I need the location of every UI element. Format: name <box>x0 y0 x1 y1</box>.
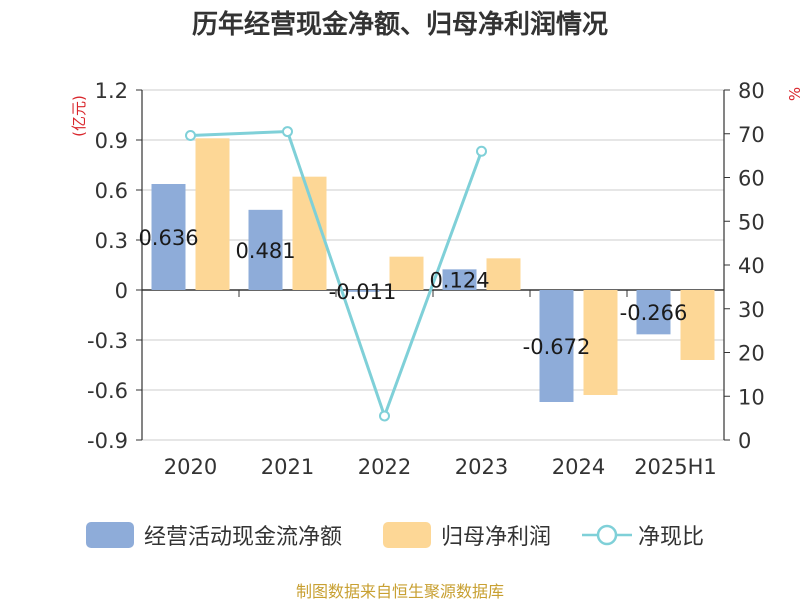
x-axis-label: 2022 <box>358 455 411 479</box>
x-axis-label: 2021 <box>261 455 314 479</box>
right-axis-tick-label: 20 <box>738 342 765 366</box>
right-axis-tick-label: 60 <box>738 167 765 191</box>
bar-layer <box>151 138 715 402</box>
right-axis-tick-label: 0 <box>738 429 751 453</box>
right-axis-unit: % <box>786 87 800 101</box>
line-cash-ratio <box>190 130 483 421</box>
right-axis-tick-label: 80 <box>738 79 765 103</box>
bar-cashflow <box>539 290 574 402</box>
legend-label-net-profit: 归母净利润 <box>441 525 552 550</box>
left-axis-tick-label: 0.9 <box>95 129 128 153</box>
bar-net-profit <box>389 256 424 290</box>
left-axis-tick-label: 0.6 <box>95 179 128 203</box>
right-axis-tick-label: 10 <box>738 385 765 409</box>
left-axis-tick-label: -0.3 <box>87 329 128 353</box>
source-note: 制图数据来自恒生聚源数据库 <box>295 582 504 601</box>
x-axis-label: 2020 <box>164 455 217 479</box>
data-label-cashflow: 0.124 <box>429 269 489 293</box>
legend-line-marker-icon <box>582 524 632 546</box>
data-label-cashflow: 0.636 <box>138 226 198 250</box>
x-axis-label: 2023 <box>455 455 508 479</box>
bar-cashflow <box>151 184 186 290</box>
right-axis-tick-label: 30 <box>738 298 765 322</box>
point-cash-ratio <box>185 130 196 141</box>
left-axis-tick-label: -0.6 <box>87 379 128 403</box>
bar-cashflow <box>442 269 477 290</box>
chart-title: 历年经营现金净额、归母净利润情况 <box>191 10 608 40</box>
point-cash-ratio <box>379 410 390 422</box>
line-layer <box>185 126 487 422</box>
point-cash-ratio <box>476 145 487 157</box>
right-axis-tick-label: 70 <box>738 123 765 147</box>
legend-item-cash-ratio[interactable]: 净现比 <box>582 518 704 552</box>
legend-swatch-cashflow <box>86 522 134 548</box>
data-label-cashflow: -0.011 <box>329 280 397 304</box>
right-axis-tick-label: 50 <box>738 210 765 234</box>
axis-layer: 1.2 0.9 0.6 0.3 0 -0.3 -0.6 -0.9 80 70 60 50 40 30 20 1… <box>70 79 800 479</box>
data-label-cashflow: -0.672 <box>523 335 591 359</box>
bar-net-profit <box>680 290 715 360</box>
bar-cashflow <box>248 209 283 290</box>
bar-net-profit <box>583 290 618 395</box>
bar-cashflow <box>636 290 671 335</box>
grid-layer <box>142 89 724 441</box>
right-axis-tick-label: 40 <box>738 254 765 278</box>
x-axis-label: 2024 <box>552 455 605 479</box>
x-axis-label: 2025H1 <box>634 455 717 479</box>
bar-net-profit <box>195 138 230 290</box>
label-layer: 0.636 0.481 -0.011 0.124 -0.672 -0.266 <box>138 226 687 359</box>
legend-label-cashflow: 经营活动现金流净额 <box>144 525 343 550</box>
bar-cashflow <box>345 290 380 292</box>
data-label-cashflow: 0.481 <box>235 239 295 263</box>
legend-swatch-net-profit <box>383 522 431 548</box>
left-axis-tick-label: 0 <box>115 279 128 303</box>
legend-item-net-profit[interactable]: 归母净利润 <box>383 518 551 552</box>
left-axis-tick-label: 1.2 <box>95 79 128 103</box>
legend-label-cash-ratio: 净现比 <box>638 525 705 550</box>
legend-item-cashflow[interactable]: 经营活动现金流净额 <box>86 518 342 552</box>
left-axis-tick-label: 0.3 <box>95 229 128 253</box>
data-label-cashflow: -0.266 <box>620 301 688 325</box>
left-axis-unit: (亿元) <box>70 95 88 137</box>
bar-net-profit <box>486 258 521 290</box>
point-cash-ratio <box>282 126 293 138</box>
left-axis-tick-label: -0.9 <box>87 429 128 453</box>
